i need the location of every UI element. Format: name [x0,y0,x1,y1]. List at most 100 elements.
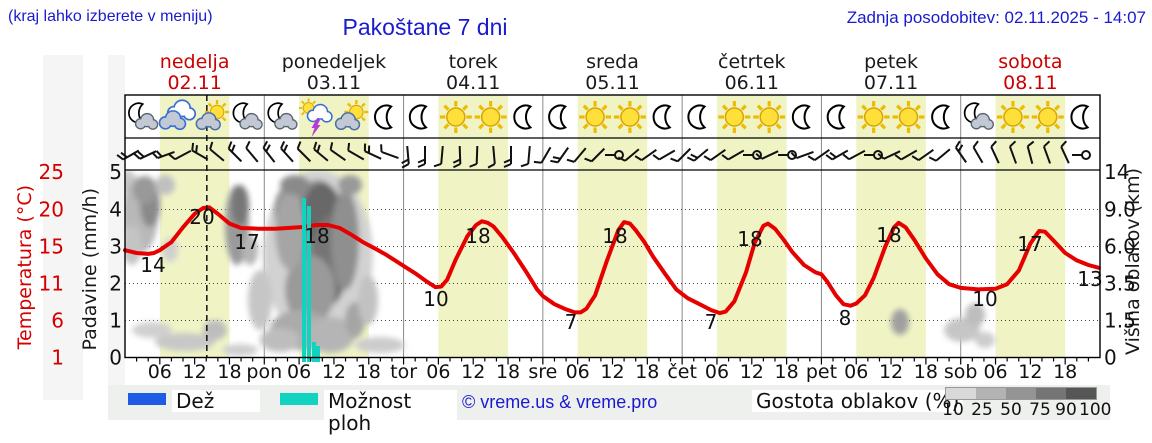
density-tick-label: 100 [1079,400,1112,420]
wind-barb [452,145,462,169]
wind-barb [721,149,745,161]
wind-barb [686,148,709,162]
wind-barb [433,145,444,168]
day-name: sreda [586,51,639,73]
density-tick-label: 50 [1000,400,1022,420]
wind-barb [1008,140,1018,164]
wind-barb [877,150,901,160]
margin-stripe-left2 [108,55,125,420]
day-header-sobota: sobota 08.11 [960,52,1100,94]
axis-tick-label: 15 [39,235,64,259]
wind-barbs-row [116,140,1091,169]
wind-barb [363,143,382,160]
showers-swatch [280,393,318,405]
wind-barb [928,148,951,162]
weather-icon-sun [613,101,646,133]
weather-icon-sun [857,101,890,133]
wind-barb [743,150,762,160]
density-segment [1036,388,1066,399]
weather-icon-moon [687,104,707,130]
weather-icon-moon-cloud [128,102,159,130]
day-date: 08.11 [1003,72,1058,94]
density-segment [946,388,976,399]
temperature-value-label: 14 [140,253,165,277]
axis-tick-label: 25 [39,160,64,184]
axis-tick-label: 3 [109,235,122,259]
axis-tick-label: 14 [1104,160,1129,184]
hour-label: 12 [461,361,485,383]
density-segment [1006,388,1036,399]
page-title: Pakoštane 7 dni [342,14,508,40]
day-date: 06.11 [724,72,779,94]
weather-icon-sun-cloud [195,100,230,131]
wind-barb [503,146,512,168]
day-name: četrtek [718,51,786,73]
wind-barb [550,147,569,164]
wind-barb [245,140,259,163]
hour-label: 06 [148,361,172,383]
weather-icon-sun [892,101,925,133]
temperature-value-label: 18 [876,223,901,247]
day-date: 07.11 [863,72,919,94]
temperature-value-label: 7 [705,310,718,334]
hour-label: 12 [740,361,764,383]
wind-barb [807,149,830,162]
weather-icon-moon-cloud [267,102,298,130]
hour-label: 12 [322,361,346,383]
axis-tick-label: 4 [109,198,122,222]
wind-barb [755,150,779,160]
day-abbr-label: čet [667,361,697,383]
temperature-value-label: 18 [602,224,627,248]
copyright-link[interactable]: © vreme.us & vreme.pro [462,392,658,412]
last-update-text: Zadnja posodobitev: 02.11.2025 - 14:07 [846,8,1146,27]
axis-tick-label: 1 [109,309,122,333]
temperature-value-label: 18 [304,224,329,248]
wind-barb [954,140,967,163]
showers-legend-label: Možnost ploh [324,390,457,434]
wind-barb [972,140,984,164]
axis-tick-label: 1 [51,346,64,370]
hour-label: 18 [635,361,659,383]
wind-barb [634,149,657,162]
day-name: torek [448,51,498,73]
day-header-ponedeljek: ponedeljek 03.11 [264,52,404,94]
wind-barb [209,141,225,162]
weather-icon-storm [298,98,333,137]
axis-tick-label: 20 [39,198,64,222]
wind-barb [617,148,640,162]
weather-icon-sun [996,101,1029,133]
wind-barb [1042,140,1052,164]
wind-barb [894,149,918,161]
weather-icon-sun [439,101,472,133]
day-date: 05.11 [585,72,640,94]
wind-barb [790,150,814,160]
day-header-sreda: sreda 05.11 [543,52,683,94]
weather-icon-moon [791,104,811,130]
wind-barb [778,150,797,160]
wind-barb [520,145,531,168]
wind-barb [584,147,606,163]
wind-barb [296,141,312,163]
wind-barb [703,149,726,162]
hour-label: 06 [287,361,311,383]
weather-icon-sun-cloud [334,100,369,131]
wind-barb [151,150,175,160]
weather-icon-moon [1070,104,1090,130]
axis-tick-label: 1.5 [1104,309,1136,333]
weather-icon-clouds [158,99,197,131]
hour-label: 18 [357,361,381,383]
temperature-value-label: 13 [1077,267,1102,291]
wind-barb [313,141,329,162]
daylight-band [577,95,648,358]
axis-tick-label: 2 [109,272,122,296]
hour-label: 18 [775,361,799,383]
temperature-value-label: 18 [465,224,490,248]
wind-barb [401,145,410,169]
temperature-value-label: 17 [1017,232,1042,256]
density-tick-label: 75 [1029,400,1051,420]
density-tick-label: 10 [942,400,964,420]
temperature-curve [123,205,1101,316]
day-header-četrtek: četrtek 06.11 [682,52,822,94]
rain-swatch [128,393,166,405]
